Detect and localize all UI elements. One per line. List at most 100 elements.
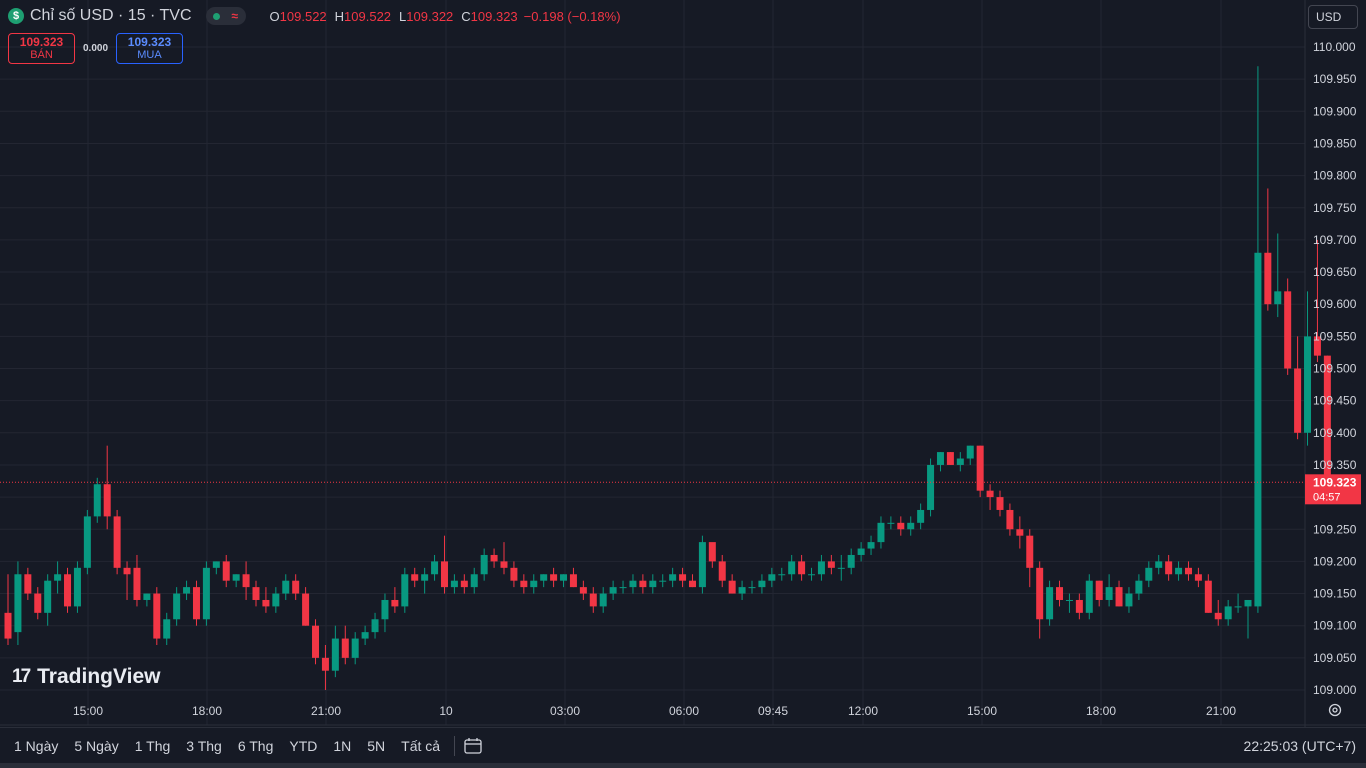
candle-body <box>688 580 696 588</box>
candle-body <box>1244 599 1252 607</box>
candle-body <box>282 580 290 594</box>
candle-body <box>351 638 359 658</box>
candle-body <box>480 554 488 575</box>
candle-body <box>1234 606 1242 608</box>
candle-body <box>44 580 52 613</box>
candle-body <box>986 490 994 498</box>
candle-body <box>837 567 845 569</box>
candle-body <box>907 522 915 530</box>
candle-body <box>748 587 756 589</box>
candle-body <box>143 593 151 600</box>
candle-body <box>569 574 577 588</box>
candle-body <box>1036 567 1044 620</box>
candle-body <box>222 561 230 581</box>
sell-button[interactable]: 109.323 BÁN <box>8 33 75 64</box>
time-tick-label: 21:00 <box>1206 704 1236 718</box>
range-button[interactable]: 3 Thg <box>186 738 222 754</box>
candle-body <box>34 593 42 613</box>
price-tick-label: 109.800 <box>1313 169 1357 183</box>
price-chart[interactable]: 110.000 109.950 109.900 109.850 109.800 109.7… <box>0 0 1366 727</box>
candle-body <box>24 574 32 594</box>
candle-body <box>946 452 954 465</box>
candle-body <box>321 657 329 671</box>
price-tick-label: 109.250 <box>1313 522 1357 536</box>
candle-body <box>1095 580 1103 600</box>
candle-body <box>619 587 627 589</box>
candle-body <box>520 580 528 588</box>
market-status[interactable]: ≈ <box>205 7 246 25</box>
range-button[interactable]: 6 Thg <box>237 738 274 754</box>
candle-body <box>103 484 111 517</box>
last-price-badge <box>1305 474 1361 505</box>
dollar-icon[interactable]: $ <box>8 8 24 24</box>
candle-body <box>817 561 825 575</box>
candle-body <box>401 574 409 607</box>
sell-label: BÁN <box>30 48 53 61</box>
candle-body <box>966 445 974 459</box>
candle-body <box>192 587 200 620</box>
sell-price: 109.323 <box>19 34 64 49</box>
candle-body <box>917 509 925 523</box>
candle-body <box>292 580 300 594</box>
high-label: H <box>334 8 345 24</box>
range-button[interactable]: 1N <box>333 738 352 754</box>
range-button[interactable]: 5N <box>367 738 386 754</box>
open-value: 109.522 <box>279 8 327 24</box>
last-price-label: 109.323 04:57 <box>1305 474 1361 505</box>
buy-button[interactable]: 109.323 MUA <box>116 33 183 64</box>
candle-body <box>500 561 508 568</box>
price-tick-label: 109.000 <box>1313 683 1357 697</box>
candle-body <box>897 522 905 530</box>
chart-header: $ Chỉ số USD · 15 · TVC ≈ O 109.522 H 109.… <box>8 5 621 27</box>
candle-body <box>679 574 687 581</box>
candle-body <box>927 464 935 510</box>
candle-body <box>153 593 161 639</box>
price-tick-label: 110.000 <box>1313 40 1356 54</box>
candle-body <box>758 580 766 588</box>
date-range-icon[interactable] <box>463 737 485 755</box>
candle-body <box>202 567 210 620</box>
currency-button[interactable]: USD <box>1308 5 1358 29</box>
candle-body <box>183 587 191 594</box>
candle-body <box>54 574 62 581</box>
candle-body <box>609 587 617 594</box>
candle-body <box>163 619 171 639</box>
time-axis[interactable]: 15:00 18:00 21:00 10 03:00 06:00 09:45 12:00 15:… <box>73 704 1236 718</box>
time-tick-label: 15:00 <box>73 704 103 718</box>
candle-body <box>1155 561 1163 568</box>
gear-icon[interactable] <box>1326 702 1344 720</box>
clock[interactable]: 22:25:03 (UTC+7) <box>1243 738 1356 754</box>
candle-body <box>4 612 12 639</box>
price-tick-label: 109.950 <box>1313 72 1357 86</box>
candle-body <box>1056 587 1064 600</box>
candle-body <box>936 452 944 465</box>
candle-body <box>460 580 468 588</box>
price-tick-label: 109.200 <box>1313 554 1357 568</box>
candle-body <box>1145 567 1153 581</box>
candle-body <box>421 574 429 581</box>
candle-body <box>847 554 855 568</box>
range-button[interactable]: Tất cả <box>401 738 441 754</box>
tradingview-logo-text: TradingView <box>37 665 161 688</box>
candle-body <box>708 542 716 562</box>
candle-body <box>1175 567 1183 575</box>
tradingview-logo[interactable]: 17 TradingView <box>12 665 160 689</box>
candle-body <box>629 580 637 588</box>
range-button[interactable]: YTD <box>289 738 318 754</box>
symbol-title[interactable]: Chỉ số USD · 15 · TVC <box>30 7 192 24</box>
candle-body <box>440 561 448 588</box>
range-button[interactable]: 5 Ngày <box>74 738 119 754</box>
candle-body <box>1214 612 1222 620</box>
candle-body <box>1184 567 1192 575</box>
time-tick-label: 21:00 <box>311 704 341 718</box>
buy-price: 109.323 <box>127 34 172 49</box>
candle-body <box>798 561 806 575</box>
range-button[interactable]: 1 Thg <box>134 738 171 754</box>
bottom-strip <box>0 763 1366 768</box>
price-axis[interactable]: 110.000 109.950 109.900 109.850 109.800 109.7… <box>1313 40 1357 697</box>
spread-value: 0.000 <box>82 43 109 54</box>
range-button[interactable]: 1 Ngày <box>14 738 59 754</box>
candle-body <box>976 445 984 491</box>
price-tick-label: 109.550 <box>1313 329 1357 343</box>
candle-body <box>312 625 320 658</box>
